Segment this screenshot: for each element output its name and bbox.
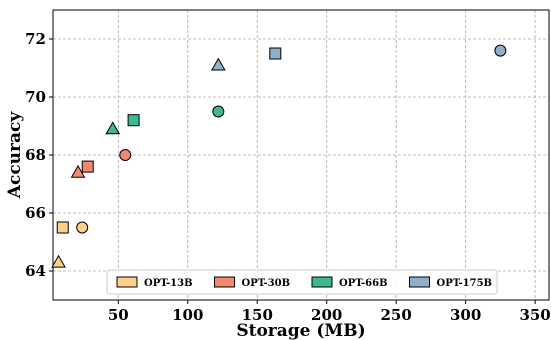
x-tick-label: 50 (108, 306, 129, 324)
point-opt-30b-triangle (70, 164, 86, 178)
point-opt-13b-triangle (51, 254, 66, 268)
legend-label-opt-66b: OPT-66B (339, 278, 388, 289)
x-axis-label: Storage (MB) (236, 321, 365, 340)
legend-swatch-opt-175b (409, 276, 430, 288)
y-tick-label: 66 (25, 204, 46, 222)
x-tick-label: 150 (242, 306, 273, 324)
legend-label-opt-13b: OPT-13B (144, 278, 193, 289)
y-axis-ticks: 64 66 68 70 72 (25, 30, 53, 280)
legend-swatch-opt-30b (214, 276, 235, 288)
legend-swatch-opt-66b (311, 276, 333, 288)
x-tick-label: 200 (311, 306, 342, 324)
point-opt-30b-square (81, 160, 94, 173)
x-axis-ticks: 50 100 150 200 250 300 350 (108, 300, 551, 324)
data-points (51, 44, 507, 268)
y-tick-label: 64 (25, 262, 46, 280)
y-axis-label: Accuracy (5, 111, 25, 200)
legend-box (106, 269, 498, 295)
point-opt-30b-circle (119, 149, 132, 161)
y-tick-label: 72 (25, 30, 46, 48)
legend-label-opt-175b: OPT-175B (437, 278, 493, 289)
point-opt-66b-square (127, 114, 140, 127)
point-opt-66b-triangle (105, 121, 121, 135)
point-opt-175b-circle (494, 44, 507, 57)
x-tick-label: 100 (172, 306, 203, 324)
y-tick-label: 70 (25, 88, 46, 106)
x-tick-label: 300 (450, 306, 481, 324)
legend: OPT-13B OPT-30B OPT-66B OPT-175B (106, 269, 498, 295)
legend-label-opt-30b: OPT-30B (242, 278, 291, 289)
x-tick-label: 250 (381, 306, 412, 324)
y-tick-label: 68 (25, 146, 46, 164)
legend-swatch-opt-13b (116, 276, 138, 288)
point-opt-13b-square (56, 221, 69, 234)
point-opt-175b-triangle (210, 57, 226, 71)
point-opt-175b-square (269, 47, 282, 60)
point-opt-66b-circle (212, 105, 225, 118)
point-opt-13b-circle (76, 221, 89, 234)
x-tick-label: 350 (519, 306, 550, 324)
